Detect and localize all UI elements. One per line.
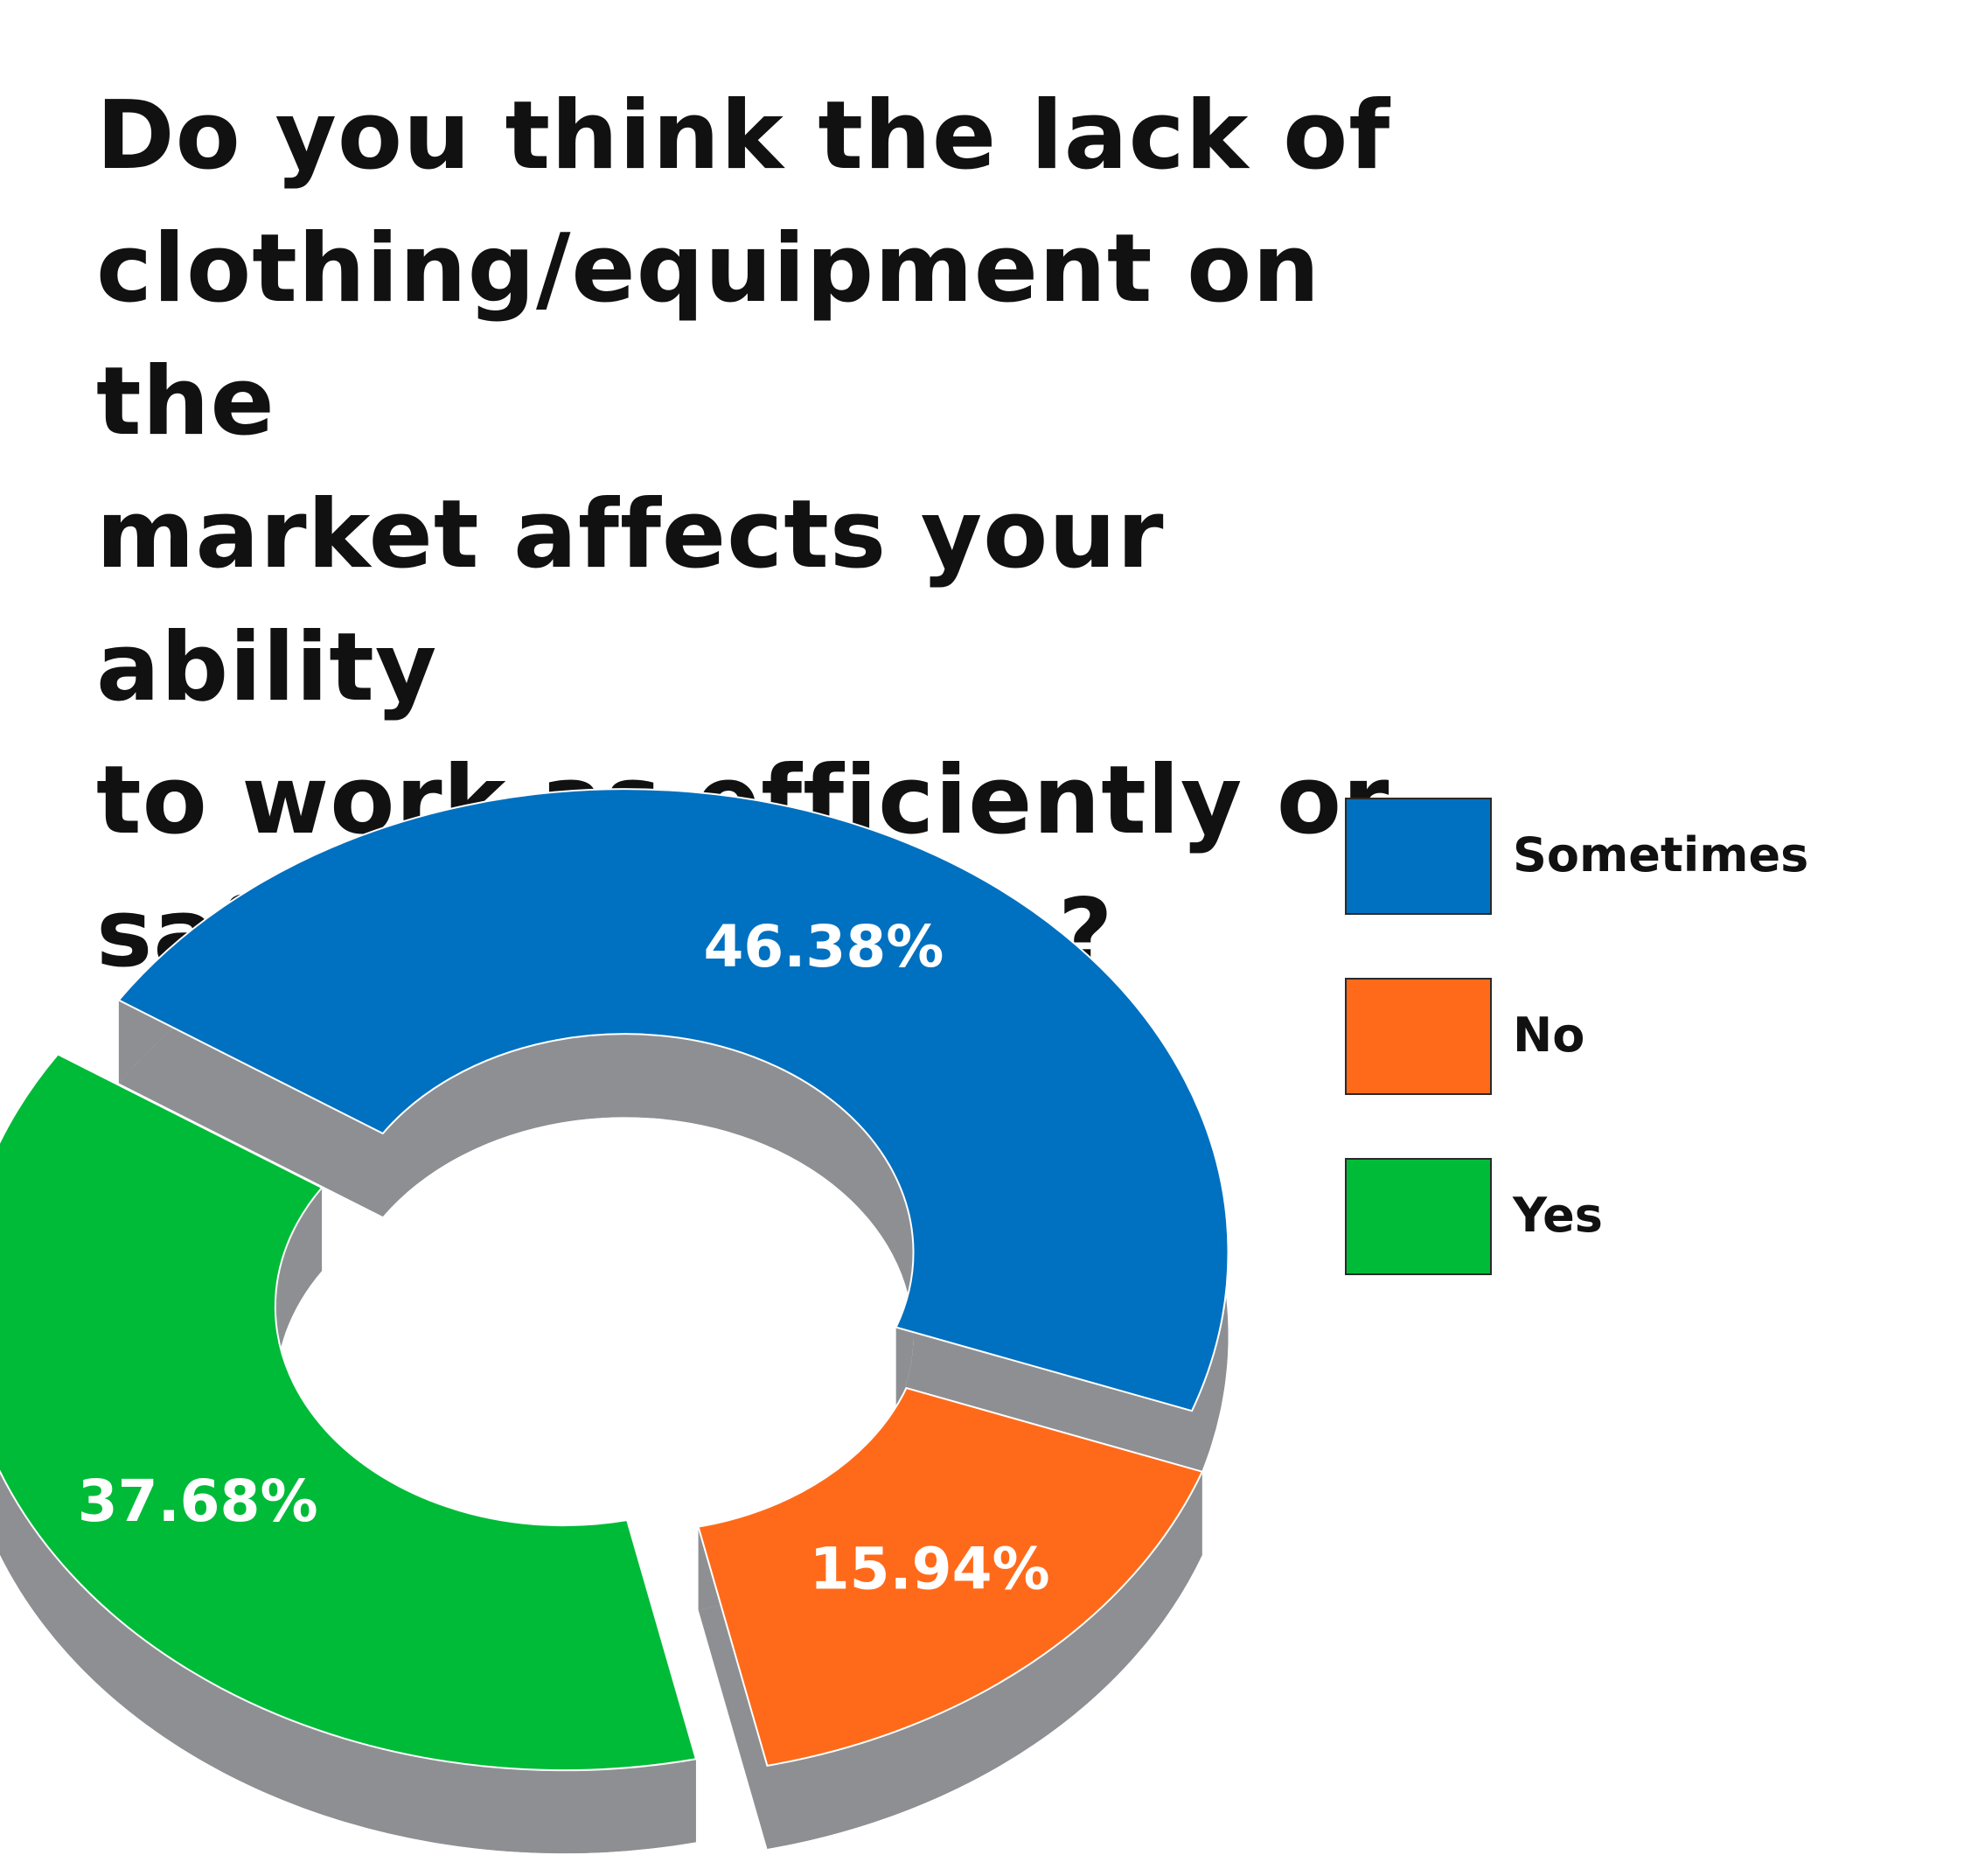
legend-swatch-sometimes (1345, 798, 1492, 915)
slice-wall-yes (0, 1054, 696, 1854)
legend-item-yes: Yes (1345, 1158, 1887, 1277)
slice-label-yes: 37.68% (78, 1468, 318, 1535)
legend-item-no: No (1345, 978, 1887, 1097)
slice-no (697, 1386, 1204, 1767)
slice-sometimes (117, 788, 1229, 1412)
legend-label-no: No (1513, 1008, 1585, 1063)
chart-legend: Sometimes No Yes (1345, 798, 1887, 1287)
legend-label-yes: Yes (1513, 1188, 1603, 1243)
donut-chart: 46.38% 15.94% 37.68% (0, 752, 1294, 1876)
legend-item-sometimes: Sometimes (1345, 798, 1887, 917)
legend-swatch-no (1345, 978, 1492, 1095)
slice-label-sometimes: 46.38% (704, 913, 944, 980)
slice-label-no: 15.94% (810, 1536, 1050, 1603)
legend-swatch-yes (1345, 1158, 1492, 1275)
donut-chart-svg: 46.38% 15.94% 37.68% (0, 788, 1229, 1854)
slice-inner-wall-sometimes (382, 1034, 914, 1411)
slice-wall-no (767, 1471, 1202, 1849)
slice-yes (0, 1053, 698, 1772)
legend-label-sometimes: Sometimes (1513, 827, 1809, 882)
